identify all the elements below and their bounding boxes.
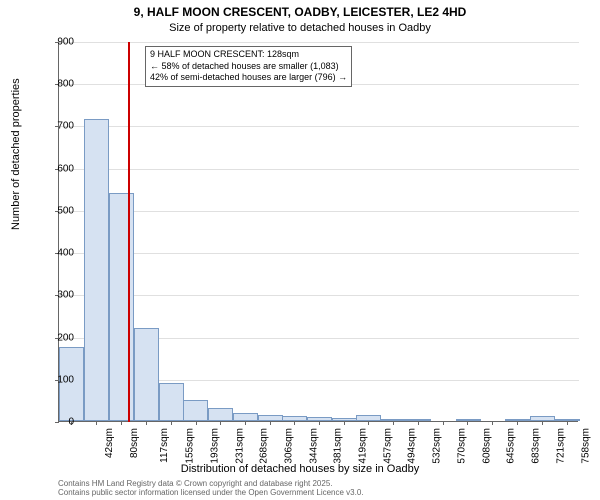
- chart-container: 42sqm80sqm117sqm155sqm193sqm231sqm268sqm…: [58, 42, 578, 422]
- annotation-line: 42% of semi-detached houses are larger (…: [150, 72, 347, 84]
- xtick-mark: [146, 421, 147, 425]
- xtick-mark: [171, 421, 172, 425]
- ytick-label: 900: [44, 37, 74, 48]
- gridline: [59, 253, 579, 254]
- xtick-mark: [393, 421, 394, 425]
- footer-line: Contains public sector information licen…: [58, 488, 364, 498]
- footer-line: Contains HM Land Registry data © Crown c…: [58, 479, 364, 489]
- ytick-label: 200: [44, 332, 74, 343]
- gridline: [59, 211, 579, 212]
- xtick-mark: [196, 421, 197, 425]
- histogram-bar: [84, 119, 109, 421]
- ytick-label: 600: [44, 163, 74, 174]
- histogram-bar: [159, 383, 184, 421]
- ytick-label: 0: [44, 417, 74, 428]
- ytick-label: 800: [44, 79, 74, 90]
- footer-attribution: Contains HM Land Registry data © Crown c…: [58, 479, 364, 498]
- ytick-label: 300: [44, 290, 74, 301]
- xtick-mark: [121, 421, 122, 425]
- gridline: [59, 295, 579, 296]
- plot-area: 42sqm80sqm117sqm155sqm193sqm231sqm268sqm…: [58, 42, 578, 422]
- xtick-label: 117sqm: [159, 428, 170, 463]
- xtick-label: 532sqm: [432, 428, 443, 464]
- gridline: [59, 169, 579, 170]
- xtick-label: 494sqm: [407, 428, 418, 464]
- xtick-label: 381sqm: [333, 428, 344, 464]
- histogram-bar: [134, 328, 159, 421]
- gridline: [59, 42, 579, 43]
- gridline: [59, 126, 579, 127]
- xtick-label: 645sqm: [506, 428, 517, 464]
- xtick-label: 683sqm: [531, 428, 542, 464]
- histogram-bar: [109, 193, 134, 421]
- xtick-mark: [294, 421, 295, 425]
- xtick-mark: [567, 421, 568, 425]
- xtick-mark: [418, 421, 419, 425]
- xtick-mark: [344, 421, 345, 425]
- histogram-bar: [233, 413, 258, 421]
- xtick-label: 721sqm: [556, 428, 567, 464]
- xtick-mark: [270, 421, 271, 425]
- xtick-label: 42sqm: [104, 428, 115, 458]
- xtick-mark: [220, 421, 221, 425]
- xtick-mark: [492, 421, 493, 425]
- chart-subtitle: Size of property relative to detached ho…: [0, 22, 600, 34]
- xtick-mark: [368, 421, 369, 425]
- xtick-label: 419sqm: [358, 428, 369, 464]
- xtick-label: 268sqm: [258, 428, 269, 464]
- xtick-label: 570sqm: [457, 428, 468, 464]
- chart-title: 9, HALF MOON CRESCENT, OADBY, LEICESTER,…: [0, 5, 600, 19]
- ytick-label: 100: [44, 374, 74, 385]
- xtick-mark: [245, 421, 246, 425]
- xtick-label: 758sqm: [580, 428, 591, 464]
- xtick-label: 306sqm: [283, 428, 294, 464]
- histogram-bar: [183, 400, 208, 421]
- x-axis-label: Distribution of detached houses by size …: [0, 463, 600, 475]
- y-axis-label: Number of detached properties: [10, 78, 22, 230]
- xtick-mark: [542, 421, 543, 425]
- xtick-label: 80sqm: [129, 428, 140, 458]
- xtick-mark: [96, 421, 97, 425]
- xtick-mark: [319, 421, 320, 425]
- xtick-label: 193sqm: [209, 428, 220, 464]
- annotation-line: 9 HALF MOON CRESCENT: 128sqm: [150, 49, 347, 61]
- ytick-label: 500: [44, 205, 74, 216]
- xtick-mark: [443, 421, 444, 425]
- annotation-line: ← 58% of detached houses are smaller (1,…: [150, 61, 347, 73]
- xtick-mark: [467, 421, 468, 425]
- xtick-label: 457sqm: [383, 428, 394, 464]
- property-marker-line: [128, 42, 130, 422]
- xtick-label: 231sqm: [234, 428, 245, 464]
- xtick-label: 608sqm: [482, 428, 493, 464]
- xtick-mark: [517, 421, 518, 425]
- ytick-label: 700: [44, 121, 74, 132]
- histogram-bar: [208, 408, 233, 421]
- ytick-label: 400: [44, 248, 74, 259]
- xtick-label: 155sqm: [184, 428, 195, 464]
- annotation-box: 9 HALF MOON CRESCENT: 128sqm← 58% of det…: [145, 46, 352, 87]
- xtick-label: 344sqm: [308, 428, 319, 464]
